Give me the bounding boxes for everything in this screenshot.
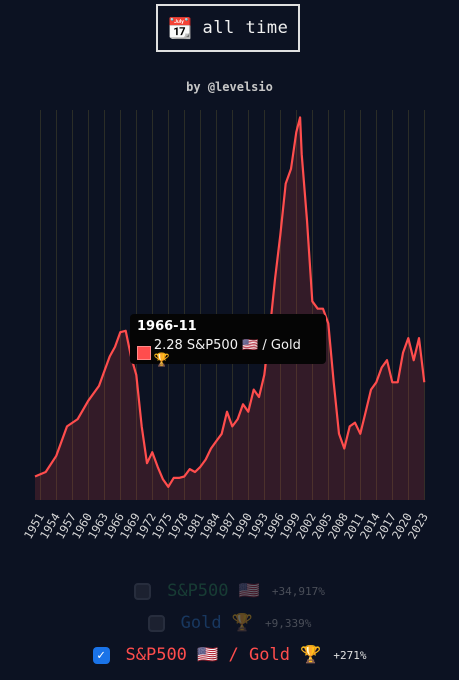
byline[interactable]: by @levelsio: [186, 80, 273, 94]
tooltip-date: 1966-11: [137, 319, 197, 334]
legend-checkbox-ratio[interactable]: ✓: [92, 646, 110, 664]
legend-change-ratio: +271%: [333, 648, 367, 662]
legend-change-sp500: +34,917%: [271, 584, 325, 598]
legend-item-ratio[interactable]: ✓ S&P500 🇺🇸 / Gold 🏆 +271%: [0, 645, 459, 665]
legend-item-gold[interactable]: Gold 🏆 +9,339%: [0, 613, 459, 633]
page-title-box: 📆 all time: [156, 4, 300, 52]
legend-checkbox-sp500[interactable]: [134, 582, 152, 600]
legend-label-gold[interactable]: Gold 🏆: [180, 613, 253, 633]
ratio-chart[interactable]: 1951195419571960196319661969197219751978…: [0, 100, 459, 570]
tooltip-row: 2.28 S&P500 🇺🇸 / Gold 🏆: [137, 338, 319, 368]
legend-checkbox-gold[interactable]: [147, 614, 165, 632]
legend-label-ratio[interactable]: S&P500 🇺🇸 / Gold 🏆: [125, 645, 322, 665]
calendar-icon: 📆: [167, 16, 193, 40]
series-line[interactable]: [34, 116, 426, 488]
series-area: [35, 117, 425, 501]
legend-label-sp500[interactable]: S&P500 🇺🇸: [167, 581, 260, 601]
legend-item-sp500[interactable]: S&P500 🇺🇸 +34,917%: [0, 581, 459, 601]
chart-tooltip: 1966-11 2.28 S&P500 🇺🇸 / Gold 🏆: [130, 314, 326, 368]
tooltip-color-swatch: [137, 346, 151, 360]
page-title: all time: [202, 18, 289, 38]
legend-change-gold: +9,339%: [264, 616, 312, 630]
tooltip-value: 2.28 S&P500 🇺🇸 / Gold 🏆: [153, 338, 301, 368]
